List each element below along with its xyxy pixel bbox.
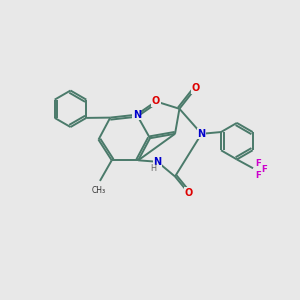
Text: N: N: [133, 110, 141, 120]
Text: CH₃: CH₃: [92, 186, 106, 195]
Text: H: H: [151, 164, 157, 173]
Text: F: F: [261, 165, 267, 174]
Text: N: N: [153, 157, 161, 167]
Text: O: O: [152, 96, 160, 106]
Text: F: F: [255, 171, 261, 180]
Text: O: O: [191, 83, 200, 93]
Text: F: F: [255, 159, 261, 168]
Text: O: O: [184, 188, 192, 198]
Text: N: N: [197, 129, 206, 139]
